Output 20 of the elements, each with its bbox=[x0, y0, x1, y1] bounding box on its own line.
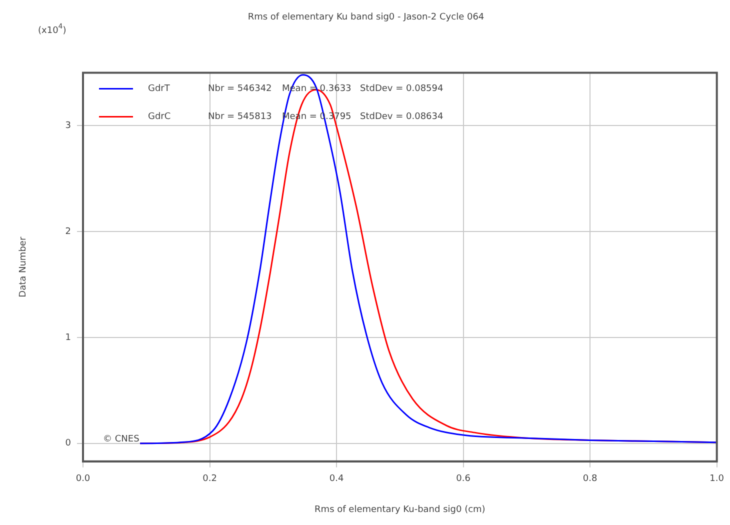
x-tick-label: 0.8 bbox=[582, 474, 598, 484]
annotation: Nbr = 545813 bbox=[208, 112, 272, 122]
x-axis-title: Rms of elementary Ku-band sig0 (cm) bbox=[314, 504, 486, 515]
x-tick-label: 0.2 bbox=[202, 474, 217, 484]
y-tick-label: 0 bbox=[65, 438, 72, 449]
x-tick-label: 0.4 bbox=[329, 474, 344, 484]
y-axis-title: Data Number bbox=[18, 236, 29, 298]
y-tick-label: 1 bbox=[65, 332, 71, 343]
annotation: Nbr = 546342 bbox=[208, 84, 272, 94]
y-tick-label: 2 bbox=[65, 226, 71, 237]
legend-label: GdrT bbox=[148, 84, 170, 94]
annotation: © CNES bbox=[103, 434, 140, 445]
x-tick-label: 0.6 bbox=[456, 474, 471, 484]
chart-title: Rms of elementary Ku band sig0 - Jason-2 Cycle 064 bbox=[248, 12, 484, 23]
y-tick-label: 3 bbox=[65, 121, 71, 132]
annotation: StdDev = 0.08594 bbox=[360, 84, 444, 94]
x-tick-label: 1.0 bbox=[710, 474, 724, 484]
legend-label: GdrC bbox=[148, 112, 171, 122]
annotation: StdDev = 0.08634 bbox=[360, 112, 444, 122]
x-tick-label: 0.0 bbox=[76, 474, 90, 484]
